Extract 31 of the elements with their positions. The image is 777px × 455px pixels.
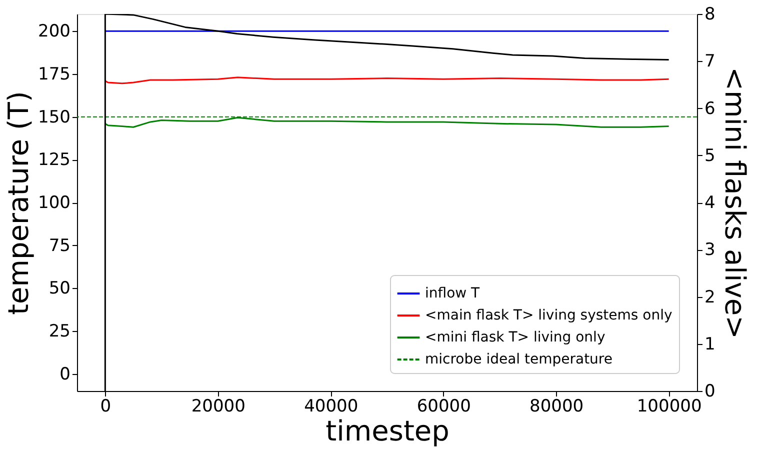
y2-tick-label: 3	[704, 240, 716, 260]
y2-tick-label: 7	[704, 52, 716, 72]
x-tick-label: 100000	[636, 396, 702, 416]
legend-label: <main flask T> living systems only	[425, 308, 672, 324]
x-tick-label: 0	[100, 396, 112, 416]
x-tick-label: 20000	[191, 396, 246, 416]
y-tick-label: 0	[60, 364, 70, 384]
y-axis-title: temperature (T)	[2, 91, 36, 315]
y2-tick-label: 2	[704, 287, 716, 308]
legend-label: inflow T	[425, 286, 480, 302]
y-tick-label: 25	[48, 322, 70, 342]
x-tick-label: 80000	[530, 396, 584, 416]
legend-label: <mini flask T> living only	[425, 330, 606, 346]
y2-tick-label: 6	[704, 98, 716, 119]
y2-axis-title: <mini flasks alive>	[718, 66, 752, 340]
y-tick-label: 50	[48, 278, 70, 299]
x-tick-label: 40000	[304, 396, 358, 416]
y-tick-label: 100	[38, 193, 70, 213]
y2-tick-label: 4	[704, 193, 716, 213]
y2-tick-label: 5	[704, 146, 716, 166]
x-axis-title: timestep	[326, 414, 450, 448]
y-tick-label: 175	[38, 64, 70, 84]
legend-label: microbe ideal temperature	[425, 352, 612, 368]
x-tick-label: 60000	[416, 396, 471, 416]
y-tick-label: 125	[38, 150, 70, 170]
y-tick-label: 150	[38, 107, 70, 128]
y2-tick-label: 1	[704, 334, 716, 354]
y-tick-label: 200	[38, 22, 70, 42]
y2-tick-label: 8	[704, 4, 716, 24]
y2-tick-label: 0	[704, 382, 716, 402]
y-tick-label: 75	[48, 236, 70, 256]
